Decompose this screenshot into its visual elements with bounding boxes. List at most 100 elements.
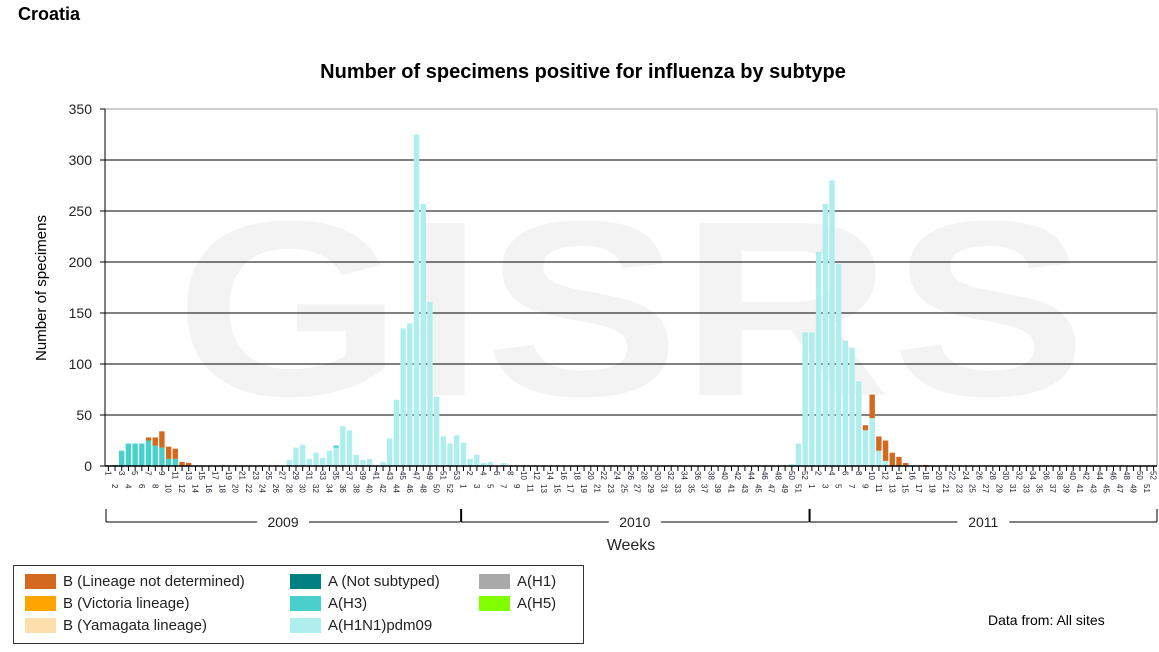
year-label: 2010 (619, 514, 650, 530)
legend-item: B (Yamagata lineage) (25, 617, 207, 634)
x-tick-label: 7 (847, 484, 856, 489)
y-tick-label: 300 (69, 152, 93, 168)
x-tick-label: 16 (907, 471, 916, 480)
bar-segment (313, 452, 319, 466)
x-tick-label: 27 (633, 484, 642, 493)
x-tick-label: 12 (177, 484, 186, 493)
x-tick-label: 16 (204, 484, 213, 493)
bar-segment (862, 430, 869, 466)
x-tick-label: 1 (807, 484, 816, 489)
x-tick-label: 6 (137, 484, 146, 489)
x-tick-label: 33 (673, 484, 682, 493)
x-tick-label: 11 (525, 484, 534, 493)
bar-segment (346, 430, 353, 466)
x-tick-label: 52 (800, 471, 809, 480)
x-tick-label: 46 (405, 484, 414, 493)
legend-label: A (Not subtyped) (328, 573, 440, 590)
legend-swatch (25, 574, 56, 589)
x-tick-label: 26 (271, 484, 280, 493)
bar-segment (320, 457, 326, 466)
x-tick-label: 30 (653, 471, 662, 480)
x-tick-label: 51 (1142, 484, 1151, 493)
x-tick-label: 10 (867, 471, 876, 480)
bar-segment (159, 447, 165, 466)
bar-segment (366, 458, 373, 466)
bar-segment (152, 445, 158, 466)
x-tick-label: 40 (720, 471, 729, 480)
bar-segment (353, 454, 359, 466)
bar-segment (186, 462, 192, 466)
bar-segment (876, 436, 882, 451)
legend-item: A (Not subtyped) (290, 573, 440, 590)
x-tick-label: 50 (1135, 471, 1144, 480)
bar-segment (822, 203, 828, 467)
x-tick-label: 35 (331, 471, 340, 480)
x-tick-label: 21 (941, 484, 950, 493)
legend-label: A(H1N1)pdm09 (328, 617, 433, 634)
legend-item: B (Lineage not determined) (25, 573, 245, 590)
x-tick-label: 38 (351, 484, 360, 493)
x-tick-label: 31 (660, 484, 669, 493)
x-tick-label: 5 (485, 484, 494, 489)
legend-swatch (25, 596, 56, 611)
x-tick-label: 48 (1122, 471, 1131, 480)
bar-segment (856, 381, 862, 466)
bar-segment (387, 438, 393, 466)
bar-segment (159, 431, 165, 448)
x-tick-label: 21 (592, 484, 601, 493)
bar-segment (789, 463, 795, 466)
x-tick-label: 25 (968, 484, 977, 493)
x-tick-label: 45 (398, 471, 407, 480)
x-tick-label: 49 (425, 471, 434, 480)
x-tick-label: 14 (190, 484, 199, 493)
x-tick-label: 17 (914, 484, 923, 493)
x-tick-label: 11 (170, 471, 179, 480)
x-tick-label: 5 (130, 471, 139, 476)
x-tick-label: 32 (666, 471, 675, 480)
bar-segment (902, 462, 909, 466)
x-tick-label: 18 (572, 471, 581, 480)
x-tick-label: 31 (304, 471, 313, 480)
x-tick-label: 16 (559, 471, 568, 480)
x-tick-label: 1 (103, 471, 112, 476)
x-tick-label: 24 (613, 471, 622, 480)
bar-segment (420, 203, 426, 467)
x-tick-label: 29 (995, 484, 1004, 493)
year-label: 2011 (968, 514, 998, 530)
bar-segment (862, 425, 869, 431)
bar-segment (802, 332, 808, 466)
bar-segment (152, 437, 158, 446)
bar-segment (139, 443, 145, 466)
bar-segment (293, 447, 299, 466)
x-tick-label: 2 (110, 484, 119, 489)
legend-label: B (Lineage not determined) (63, 573, 245, 590)
x-tick-label: 6 (840, 471, 849, 476)
bar-segment (460, 442, 467, 466)
x-tick-label: 39 (358, 471, 367, 480)
country-title: Croatia (18, 4, 81, 24)
bar-segment (835, 264, 842, 466)
x-tick-label: 19 (579, 484, 588, 493)
x-tick-label: 49 (780, 484, 789, 493)
x-tick-label: 12 (532, 471, 541, 480)
bar-segment (842, 340, 849, 466)
bar-segment (413, 134, 420, 466)
bar-segment (306, 458, 313, 466)
x-tick-label: 44 (391, 484, 400, 493)
x-tick-label: 43 (385, 471, 394, 480)
bar-segment (869, 394, 875, 419)
watermark: GISRS (175, 169, 1087, 448)
x-tick-label: 22 (244, 484, 253, 493)
x-tick-label: 37 (700, 484, 709, 493)
x-tick-label: 38 (706, 471, 715, 480)
x-tick-label: 13 (887, 484, 896, 493)
x-tick-label: 28 (284, 484, 293, 493)
bar-segment (380, 461, 386, 466)
bar-segment (467, 458, 473, 466)
x-tick-label: 44 (747, 471, 756, 480)
x-tick-label: 11 (874, 484, 883, 493)
y-tick-label: 250 (69, 203, 93, 219)
x-tick-label: 34 (1028, 471, 1037, 480)
data-source-note: Data from: All sites (988, 612, 1105, 628)
y-tick-label: 350 (69, 101, 93, 117)
